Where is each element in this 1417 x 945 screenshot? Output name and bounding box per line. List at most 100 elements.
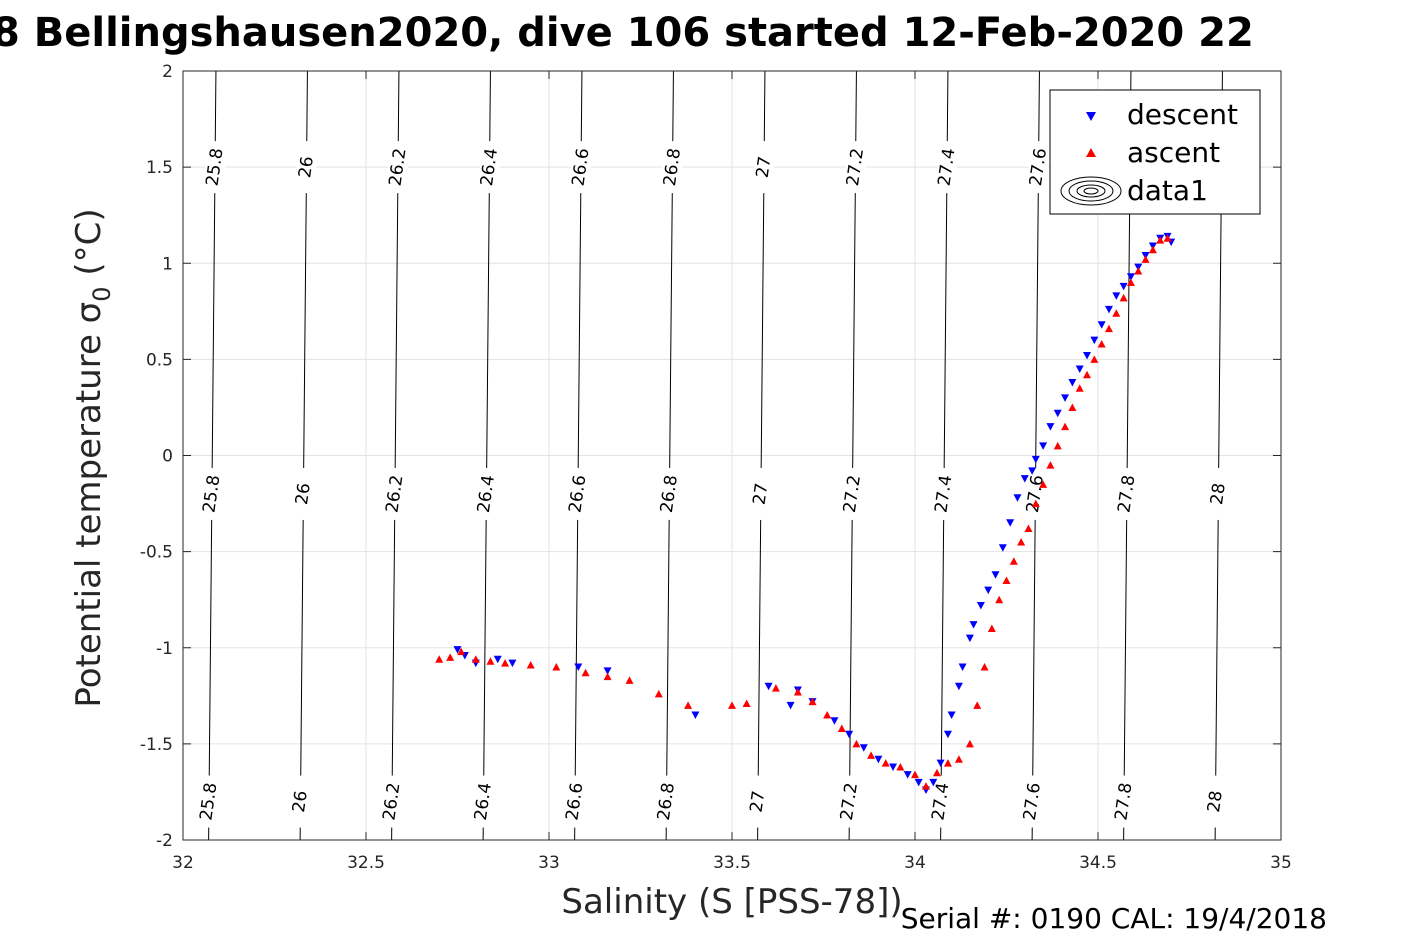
ascent-point: [1046, 461, 1055, 469]
x-axis-ticks: 32 32.5 33 33.5 34 34.5 35: [172, 71, 1292, 873]
contour-label: 26: [292, 482, 315, 506]
descent-point: [603, 667, 612, 675]
ascent-point: [823, 711, 832, 719]
descent-point: [969, 621, 978, 629]
chart-legend: descent ascent data1: [1049, 89, 1261, 215]
ascent-point: [1141, 255, 1150, 263]
ascent-point: [1053, 441, 1062, 450]
contour-label-mask: [293, 467, 314, 520]
contour-27.6: 27.627.627.6: [1020, 70, 1051, 841]
x-tick-label: 33: [538, 853, 560, 873]
contour-label-mask: [564, 775, 585, 828]
ascent-point: [1104, 324, 1113, 333]
contour-label-mask: [571, 141, 592, 194]
ascent-point: [1119, 293, 1128, 302]
descent-point: [1046, 423, 1055, 431]
series-descent: [453, 232, 1176, 795]
legend-descent-label: descent: [1127, 98, 1238, 131]
ascent-point: [1134, 266, 1143, 275]
contour-label-mask: [205, 141, 226, 194]
descent-point: [1090, 336, 1099, 345]
ascent-point: [446, 653, 455, 661]
ascent-point: [1068, 403, 1077, 411]
ascent-point: [1009, 557, 1018, 565]
ascent-point: [501, 659, 510, 667]
ascent-point: [625, 676, 634, 684]
ascent-point: [457, 647, 466, 656]
contour-label-mask: [1025, 467, 1046, 520]
contour-25.8: 25.825.825.8: [196, 70, 228, 841]
ascent-point: [943, 759, 952, 767]
ascent-point: [742, 699, 751, 708]
contour-label: 26: [289, 789, 312, 813]
contour-label-mask: [933, 467, 954, 520]
ascent-point: [1061, 422, 1070, 431]
ascent-point: [921, 782, 930, 790]
descent-point: [1053, 409, 1062, 418]
descent-point: [936, 759, 945, 768]
x-tick-label: 33.5: [713, 853, 751, 873]
legend-ascent-label: ascent: [1127, 136, 1220, 169]
contour-label-mask: [1116, 467, 1137, 520]
contour-26.4: 26.426.426.4: [471, 70, 502, 841]
ascent-point: [1097, 339, 1106, 348]
contour-27.4: 27.427.427.4: [928, 70, 960, 841]
contour-label-mask: [1113, 775, 1134, 828]
y-tick-label: 1.5: [146, 158, 173, 178]
ascent-point: [973, 701, 982, 709]
descent-point: [1126, 273, 1135, 281]
x-tick-label: 34: [904, 853, 926, 873]
descent-point: [976, 601, 985, 610]
contour-label-mask: [1205, 775, 1226, 828]
legend-descent-marker: [1086, 112, 1096, 121]
ascent-point: [965, 739, 974, 748]
x-axis-label: Salinity (S [PSS-78]): [561, 882, 902, 922]
ascent-point: [987, 624, 996, 633]
y-tick-label: -1.5: [140, 735, 173, 755]
ascent-point: [1075, 384, 1084, 392]
x-tick-label: 32.5: [347, 853, 385, 873]
contour-line: [665, 70, 674, 841]
ascent-point: [1017, 538, 1026, 546]
ascent-point: [1002, 576, 1011, 584]
contour-label-mask: [381, 775, 402, 828]
ascent-point: [793, 687, 802, 696]
contour-line: [1031, 70, 1040, 841]
y-tick-label: -0.5: [140, 543, 173, 563]
descent-point: [1013, 494, 1022, 502]
contour-label: 27: [753, 155, 776, 179]
legend-data1-marker: [1060, 176, 1122, 206]
x-tick-label: 35: [1270, 853, 1292, 873]
ascent-point: [1083, 370, 1092, 379]
ascent-point: [837, 724, 846, 732]
ascent-point: [728, 701, 736, 709]
data-series: [435, 232, 1176, 795]
descent-point: [1061, 394, 1070, 402]
y-tick-label: 0.5: [146, 350, 173, 370]
contour-line: [391, 70, 400, 841]
contour-label-mask: [201, 467, 222, 520]
contour-label-mask: [747, 775, 768, 828]
descent-point: [845, 730, 854, 739]
descent-point: [1097, 321, 1106, 329]
descent-point: [954, 682, 963, 691]
ascent-point: [1156, 236, 1165, 244]
contour-label-mask: [754, 141, 775, 194]
density-contours: 25.825.825.8 26 26 26 26.226.226.2 26.426.426…: [196, 70, 1233, 841]
descent-point: [1031, 455, 1040, 464]
descent-point: [1020, 475, 1029, 483]
descent-point: [1039, 442, 1048, 450]
contour-26.2: 26.226.226.2: [379, 70, 411, 841]
y-axis-ticks: -2 -1.5 -1 -0.5 0 0.5 1 1.5 2: [140, 62, 1281, 851]
descent-point: [1068, 378, 1077, 387]
contour-label-mask: [750, 467, 771, 520]
ascent-point: [954, 755, 963, 763]
chart-title: 8 Bellingshausen2020, dive 106 started 1…: [0, 10, 1254, 56]
contour-label-mask: [473, 775, 494, 828]
y-tick-label: 1: [162, 254, 173, 274]
y-axis-label-subscript: 0: [88, 286, 116, 301]
descent-point: [943, 730, 952, 739]
descent-point: [1112, 292, 1121, 300]
ascent-point: [684, 701, 693, 709]
